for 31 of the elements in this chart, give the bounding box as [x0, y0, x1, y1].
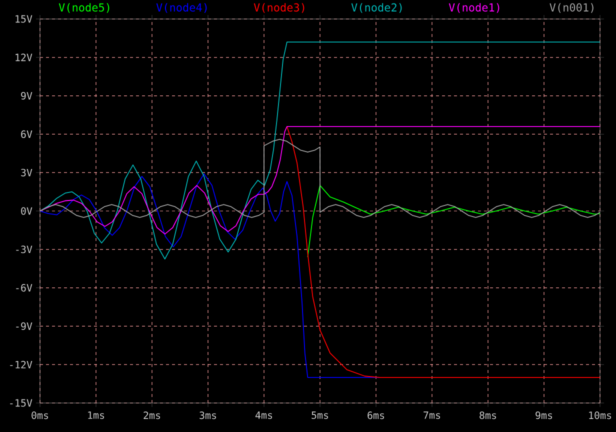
x-tick-label: 1ms — [88, 412, 104, 419]
x-tick-label: 5ms — [312, 412, 328, 419]
x-tick-label: 4ms — [255, 412, 272, 419]
line-series — [286, 126, 600, 378]
y-tick-label: 6V — [21, 130, 32, 138]
y-tick-label: 0V — [21, 207, 32, 215]
x-tick-label: 8ms — [480, 412, 496, 420]
y-tick-label: 3V — [21, 168, 32, 176]
text: V(n001) — [550, 3, 594, 13]
text: V(node3) — [254, 3, 304, 13]
y-tick-label: 12V — [16, 54, 32, 62]
x-tick-label: 7ms — [424, 412, 440, 419]
y-tick-label: -15V — [10, 399, 32, 407]
x-tick-label: 3ms — [200, 412, 216, 420]
x-tick-label: 9ms — [536, 412, 552, 420]
y-tick-label: -6V — [16, 284, 32, 292]
line-series — [40, 42, 600, 260]
line-series — [40, 173, 380, 378]
text: V(node1) — [448, 3, 500, 13]
text: V(node5) — [58, 3, 110, 13]
x-tick-label: 2ms — [144, 412, 160, 420]
y-tick-label: -3V — [16, 246, 32, 254]
y-tick-label: 9V — [21, 92, 32, 100]
y-tick-label: -9V — [16, 322, 32, 330]
x-tick-label: 6ms — [368, 412, 384, 420]
x-tick-label: 0ms — [32, 412, 48, 420]
y-tick-label: 15V — [16, 15, 32, 23]
text: V(node4) — [156, 3, 207, 13]
y-tick-label: -12V — [10, 360, 32, 368]
text: V(node2) — [351, 3, 402, 13]
x-tick-label: 10ms — [589, 412, 612, 420]
